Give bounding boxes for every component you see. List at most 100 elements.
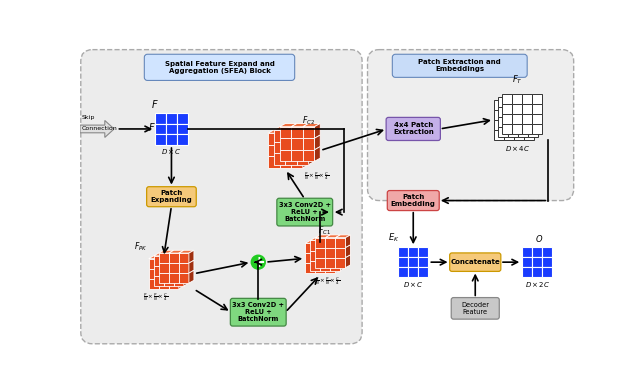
Polygon shape	[335, 248, 346, 258]
Polygon shape	[314, 123, 320, 138]
Polygon shape	[314, 135, 320, 150]
Polygon shape	[174, 266, 184, 276]
Polygon shape	[325, 263, 335, 273]
Text: $F$: $F$	[150, 99, 158, 111]
Polygon shape	[419, 267, 428, 277]
Polygon shape	[166, 113, 177, 123]
Polygon shape	[494, 120, 504, 130]
Polygon shape	[532, 94, 542, 104]
Polygon shape	[280, 138, 291, 150]
Polygon shape	[511, 104, 522, 114]
Polygon shape	[419, 247, 428, 257]
Polygon shape	[308, 150, 314, 165]
Polygon shape	[189, 250, 194, 263]
Polygon shape	[285, 142, 297, 153]
Polygon shape	[177, 123, 188, 134]
Polygon shape	[154, 276, 164, 286]
Polygon shape	[518, 126, 528, 137]
Polygon shape	[268, 133, 280, 145]
Polygon shape	[494, 130, 504, 140]
Polygon shape	[164, 276, 174, 286]
Polygon shape	[528, 117, 538, 126]
Polygon shape	[169, 250, 184, 253]
Polygon shape	[330, 260, 340, 270]
Polygon shape	[316, 235, 330, 238]
Polygon shape	[303, 130, 308, 145]
Polygon shape	[305, 243, 316, 253]
Text: $F$: $F$	[148, 121, 156, 133]
Polygon shape	[291, 127, 303, 138]
Polygon shape	[80, 121, 114, 137]
Text: Decoder
Feature: Decoder Feature	[461, 302, 489, 315]
Polygon shape	[518, 117, 528, 126]
Polygon shape	[514, 120, 524, 130]
Text: $F_{C2}$: $F_{C2}$	[302, 114, 315, 127]
Polygon shape	[169, 273, 179, 283]
Polygon shape	[314, 147, 320, 161]
Text: $O$: $O$	[534, 233, 543, 244]
Polygon shape	[320, 251, 330, 260]
Polygon shape	[408, 267, 419, 277]
Polygon shape	[532, 257, 542, 267]
Polygon shape	[502, 104, 511, 114]
Polygon shape	[274, 130, 285, 142]
Polygon shape	[502, 94, 511, 104]
Polygon shape	[522, 247, 532, 257]
Polygon shape	[532, 114, 542, 123]
Polygon shape	[280, 130, 297, 133]
Polygon shape	[346, 245, 351, 258]
Polygon shape	[179, 253, 189, 263]
Polygon shape	[502, 123, 511, 133]
Polygon shape	[398, 247, 408, 257]
Polygon shape	[330, 251, 340, 260]
Text: $D \times C$: $D \times C$	[161, 147, 182, 156]
Polygon shape	[159, 269, 169, 279]
Polygon shape	[511, 94, 522, 104]
Polygon shape	[174, 256, 184, 266]
Text: Connection: Connection	[81, 126, 117, 131]
Text: $\frac{P}{N} \times \frac{P}{N} \times \frac{C}{4}$: $\frac{P}{N} \times \frac{P}{N} \times \…	[304, 170, 329, 182]
Polygon shape	[532, 104, 542, 114]
Polygon shape	[316, 241, 330, 243]
Text: $D \times 4C$: $D \times 4C$	[505, 144, 531, 153]
Polygon shape	[297, 153, 308, 165]
Polygon shape	[514, 130, 524, 140]
Polygon shape	[177, 113, 188, 123]
FancyBboxPatch shape	[230, 298, 286, 326]
Polygon shape	[280, 133, 291, 145]
Polygon shape	[169, 253, 179, 263]
Polygon shape	[159, 259, 169, 269]
Polygon shape	[508, 117, 518, 126]
Polygon shape	[280, 156, 291, 168]
Polygon shape	[280, 123, 297, 127]
Polygon shape	[522, 114, 532, 123]
FancyBboxPatch shape	[387, 191, 439, 211]
Polygon shape	[164, 256, 174, 266]
Polygon shape	[297, 127, 314, 130]
FancyBboxPatch shape	[392, 54, 527, 77]
Polygon shape	[159, 273, 169, 283]
Polygon shape	[169, 279, 179, 289]
Text: $F_T$: $F_T$	[513, 73, 524, 86]
Polygon shape	[179, 263, 189, 273]
Polygon shape	[514, 110, 524, 120]
Polygon shape	[532, 123, 542, 133]
Polygon shape	[291, 133, 303, 145]
Polygon shape	[184, 263, 189, 276]
Polygon shape	[325, 238, 335, 248]
Polygon shape	[494, 100, 504, 110]
Polygon shape	[522, 123, 532, 133]
Polygon shape	[184, 273, 189, 286]
Polygon shape	[169, 259, 179, 269]
Polygon shape	[274, 153, 285, 165]
Polygon shape	[305, 263, 316, 273]
Polygon shape	[179, 266, 184, 279]
Polygon shape	[174, 276, 184, 286]
Polygon shape	[280, 150, 291, 161]
Polygon shape	[285, 127, 303, 130]
Polygon shape	[511, 114, 522, 123]
Polygon shape	[169, 263, 179, 273]
Polygon shape	[508, 97, 518, 107]
Polygon shape	[498, 97, 508, 107]
Polygon shape	[498, 126, 508, 137]
